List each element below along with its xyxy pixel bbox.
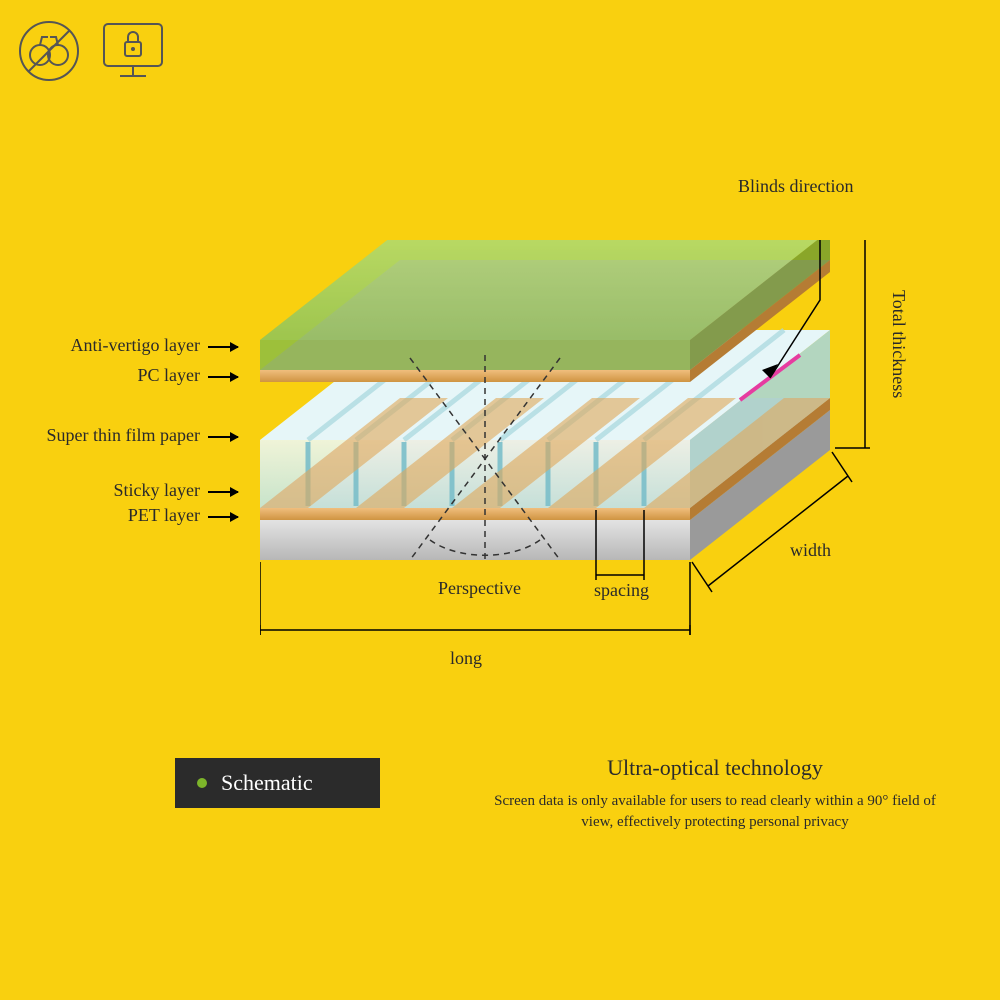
diagram-area: Anti-vertigo layer PC layer Super thin f… <box>50 180 950 720</box>
no-binoculars-icon <box>18 20 80 82</box>
pointer-arrow <box>208 436 238 438</box>
label-total-thickness: Total thickness <box>888 290 909 398</box>
label-spacing: spacing <box>594 580 649 601</box>
schematic-dot-icon <box>197 778 207 788</box>
pointer-arrow <box>208 376 238 378</box>
pointer-arrow <box>208 491 238 493</box>
label-width: width <box>790 540 831 561</box>
technology-title: Ultra-optical technology <box>480 755 950 781</box>
technology-block: Ultra-optical technology Screen data is … <box>480 755 950 833</box>
label-blinds-direction: Blinds direction <box>738 176 854 197</box>
schematic-label: Schematic <box>221 770 313 796</box>
monitor-lock-icon <box>98 18 168 84</box>
schematic-tag: Schematic <box>175 758 380 808</box>
pointer-arrow <box>208 516 238 518</box>
technology-desc: Screen data is only available for users … <box>480 791 950 833</box>
label-film-paper: Super thin film paper <box>20 425 200 446</box>
icon-row <box>18 18 168 84</box>
label-pet: PET layer <box>20 505 200 526</box>
label-anti-vertigo: Anti-vertigo layer <box>20 335 200 356</box>
iso-layer-stack <box>260 240 820 660</box>
label-sticky: Sticky layer <box>20 480 200 501</box>
pointer-arrow <box>208 346 238 348</box>
label-pc: PC layer <box>20 365 200 386</box>
label-long: long <box>450 648 482 669</box>
label-perspective: Perspective <box>438 578 521 599</box>
